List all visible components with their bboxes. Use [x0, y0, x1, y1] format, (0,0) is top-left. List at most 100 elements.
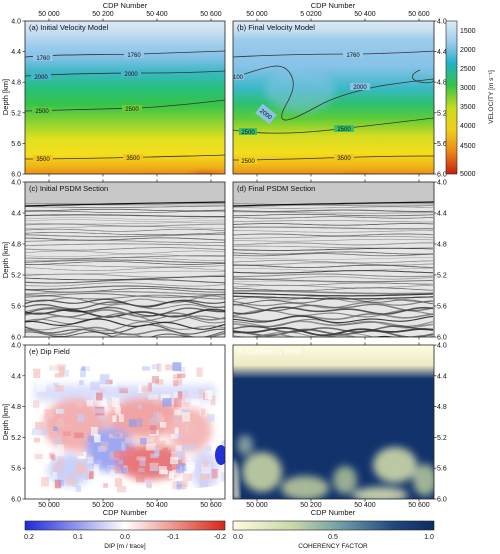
panel-d-final-psdm: (d) Final PSDM Section — [232, 181, 435, 338]
y-tick-right: 4.8 — [437, 242, 447, 249]
panel-b-final-velocity: 1760 100 2000 2000 2500 2500 2500 3500 (… — [232, 20, 435, 175]
cb-tick: 5000 — [460, 171, 476, 178]
x-tick-top: 50 200 — [92, 11, 114, 18]
coherency-colorbar: 0.0 0.5 1.0 COHERENCY FACTOR — [232, 520, 435, 550]
contour-label: 2500 — [241, 159, 255, 165]
y-tick-left: 4.0 — [11, 180, 21, 187]
y-tick-right: 5.2 — [437, 435, 447, 442]
y-tick-left: 4.8 — [11, 404, 21, 411]
cb-tick: 2000 — [460, 47, 476, 54]
y-tick-left: 5.6 — [11, 466, 21, 473]
y-tick-left: 4.4 — [11, 373, 21, 380]
y-tick-right: 4.0 — [437, 343, 447, 350]
x-tick-top: 50 000 — [38, 11, 60, 18]
panel-c-initial-psdm: (c) Initial PSDM Section — [24, 181, 226, 338]
x-tick-bottom: 50 000 — [38, 502, 60, 509]
velocity-colorbar-label: VELOCITY [m s⁻¹] — [488, 70, 495, 124]
x-axis-label-bottom-left: CDP Number — [103, 508, 148, 517]
y-tick-left: 4.0 — [11, 19, 21, 26]
y-tick-left: 6.0 — [11, 172, 21, 179]
cb-tick: 2500 — [460, 66, 476, 73]
x-tick-top: 50 400 — [354, 11, 376, 18]
y-tick-right: 5.6 — [437, 304, 447, 311]
x-tick-bottom: 50 200 — [92, 502, 114, 509]
y-tick-right: 4.4 — [437, 49, 447, 56]
cb-tick: 4500 — [460, 143, 476, 150]
y-ticks: 4.0 4.04.4 4.44.8 4.85.2 5.25.6 5.66.0 6.04.0 4… — [11, 19, 447, 504]
y-tick-right: 5.6 — [437, 466, 447, 473]
cb-tick: 0.5 — [328, 534, 338, 541]
velocity-colorbar: 1500 2000 2500 3000 3500 4000 4500 5000 … — [445, 20, 495, 178]
dip-cells — [32, 362, 225, 496]
y-tick-right: 5.2 — [437, 110, 447, 117]
x-tick-top: 50 600 — [408, 11, 430, 18]
panel-a-initial-velocity: 1760 1760 2000 2000 2500 2500 3500 3500 … — [24, 20, 226, 175]
y-tick-right: 6.0 — [437, 335, 447, 342]
contour-label: 3500 — [126, 156, 140, 162]
contour-label: 2000 — [353, 85, 367, 91]
x-tick-bottom: 50 400 — [146, 502, 168, 509]
x-tick-top: 50 600 — [200, 11, 222, 18]
x-tick-top: 50 000 — [246, 11, 268, 18]
y-axis-label-c: Depth [km] — [1, 242, 10, 278]
dip-colorbar: 0.2 0.1 0.0 -0.1 -0.2 DIP [m / trace] — [24, 520, 226, 550]
cb-tick: -0.1 — [167, 534, 179, 541]
panel-f-coherency-field: (f) Coherency Field — [232, 344, 435, 500]
y-axis-label-a: Depth [km] — [1, 79, 10, 115]
x-tick-bottom: 50 600 — [200, 502, 222, 509]
panel-e-label: (e) Dip Field — [29, 347, 70, 356]
contour-label: 3500 — [337, 156, 351, 162]
cb-tick: 3500 — [460, 104, 476, 111]
cb-tick: 0.0 — [233, 534, 243, 541]
panel-c-label: (c) Initial PSDM Section — [29, 184, 108, 193]
cb-tick: 1500 — [460, 28, 476, 35]
cb-tick: 3000 — [460, 85, 476, 92]
y-tick-left: 6.0 — [11, 497, 21, 504]
y-tick-left: 4.4 — [11, 211, 21, 218]
contour-label: 1760 — [346, 53, 360, 59]
contour-label: 2500 — [337, 127, 351, 133]
cb-tick: 4000 — [460, 123, 476, 130]
panel-f-label: (f) Coherency Field — [237, 347, 301, 356]
contour-label: 2000 — [124, 72, 138, 78]
x-axis-label-top-right: CDP Number — [311, 1, 356, 10]
x-tick-top: 50 400 — [146, 11, 168, 18]
cb-tick: 1.0 — [424, 534, 434, 541]
y-tick-right: 4.0 — [437, 180, 447, 187]
y-tick-right: 4.8 — [437, 404, 447, 411]
cb-tick: 0.0 — [120, 534, 130, 541]
y-tick-right: 4.4 — [437, 211, 447, 218]
x-tick-bottom: 50 000 — [246, 502, 268, 509]
panel-a-label: (a) Initial Velocity Model — [29, 23, 109, 32]
panel-d-label: (d) Final PSDM Section — [237, 184, 315, 193]
y-axis-label-e: Depth [km] — [1, 404, 10, 440]
y-tick-right: 5.2 — [437, 273, 447, 280]
contour-label: 2000 — [34, 75, 48, 81]
x-tick-bottom: 50 200 — [300, 502, 322, 509]
x-axis-label-top-left: CDP Number — [103, 1, 148, 10]
y-tick-left: 5.2 — [11, 435, 21, 442]
x-tick-top: 5 0200 — [300, 11, 322, 18]
y-tick-left: 5.6 — [11, 304, 21, 311]
y-tick-right: 6.0 — [437, 172, 447, 179]
contour-label: 100 — [233, 75, 244, 81]
contour-label: 3500 — [36, 157, 50, 163]
panel-e-dip-field: (e) Dip Field — [24, 344, 226, 500]
y-tick-left: 5.6 — [11, 141, 21, 148]
y-tick-left: 4.4 — [11, 49, 21, 56]
cb-tick: -0.2 — [214, 534, 226, 541]
cb-tick: 0.1 — [73, 534, 83, 541]
coherency-colorbar-label: COHERENCY FACTOR — [298, 543, 368, 550]
y-tick-left: 4.8 — [11, 242, 21, 249]
y-tick-right: 4.0 — [437, 19, 447, 26]
contour-label: 2500 — [35, 109, 49, 115]
axes — [22, 18, 437, 502]
x-tick-bottom: 50 400 — [354, 502, 376, 509]
contour-label: 2500 — [241, 130, 255, 136]
contour-label: 2500 — [125, 107, 139, 113]
x-tick-bottom: 50 600 — [408, 502, 430, 509]
contour-label: 1760 — [127, 53, 141, 59]
y-tick-left: 5.2 — [11, 110, 21, 117]
seismic-reflectors — [25, 201, 225, 337]
